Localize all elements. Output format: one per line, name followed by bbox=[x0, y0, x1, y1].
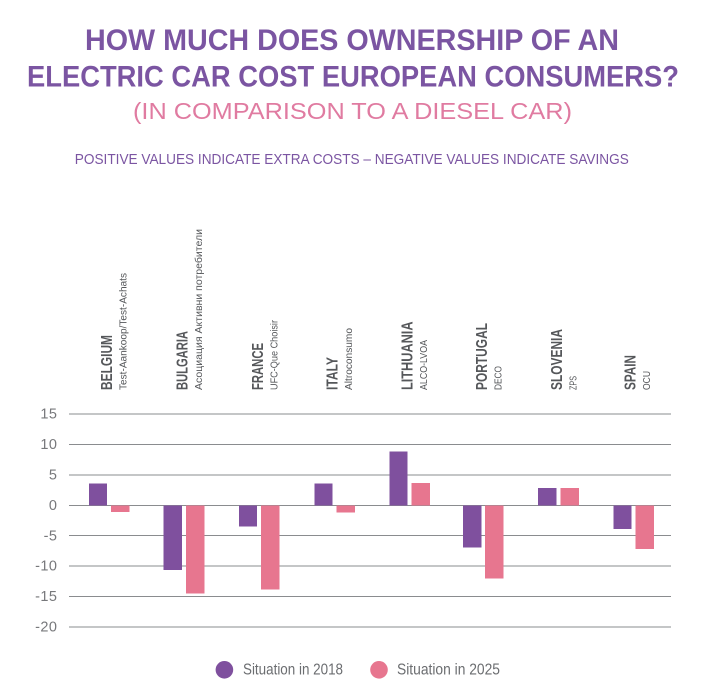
svg-text:-20: -20 bbox=[35, 620, 57, 636]
svg-text:-15: -15 bbox=[35, 589, 57, 605]
svg-text:BELGIUM: BELGIUM bbox=[99, 335, 116, 390]
svg-text:DECO: DECO bbox=[493, 366, 504, 390]
svg-text:Situation in 2018: Situation in 2018 bbox=[243, 662, 343, 679]
svg-text:ALCO-LVOA: ALCO-LVOA bbox=[419, 340, 430, 390]
svg-text:Test-Aankoop/Test-Achats: Test-Aankoop/Test-Achats bbox=[119, 273, 130, 390]
svg-text:0: 0 bbox=[49, 498, 57, 514]
svg-text:SPAIN: SPAIN bbox=[622, 355, 639, 390]
svg-text:SLOVENIA: SLOVENIA bbox=[549, 329, 566, 390]
svg-text:BULGARIA: BULGARIA bbox=[175, 331, 192, 390]
svg-text:ITALY: ITALY bbox=[324, 357, 341, 390]
svg-text:PORTUGAL: PORTUGAL bbox=[474, 323, 491, 390]
svg-text:5: 5 bbox=[49, 468, 57, 484]
svg-text:ELECTRIC CAR COST EUROPEAN CON: ELECTRIC CAR COST EUROPEAN CONSUMERS? bbox=[27, 61, 679, 94]
svg-text:Асоциация Активни потребители: Асоциация Активни потребители bbox=[193, 229, 205, 390]
svg-text:-10: -10 bbox=[35, 559, 57, 575]
svg-text:Altroconsumo: Altroconsumo bbox=[344, 328, 355, 390]
svg-text:FRANCE: FRANCE bbox=[250, 343, 267, 390]
svg-text:(IN COMPARISON TO A DIESEL CAR: (IN COMPARISON TO A DIESEL CAR) bbox=[133, 98, 572, 124]
svg-text:Situation in 2025: Situation in 2025 bbox=[397, 662, 500, 679]
svg-text:ZPS: ZPS bbox=[568, 376, 579, 390]
svg-text:10: 10 bbox=[40, 437, 57, 453]
svg-text:OCU: OCU bbox=[642, 371, 653, 390]
svg-text:HOW MUCH DOES OWNERSHIP OF AN: HOW MUCH DOES OWNERSHIP OF AN bbox=[85, 24, 619, 57]
svg-text:LITHUANIA: LITHUANIA bbox=[400, 321, 417, 390]
svg-text:UFC-Que Choisir: UFC-Que Choisir bbox=[269, 319, 280, 390]
svg-text:-5: -5 bbox=[44, 528, 58, 544]
svg-text:POSITIVE VALUES INDICATE EXTRA: POSITIVE VALUES INDICATE EXTRA COSTS – N… bbox=[75, 151, 629, 168]
svg-text:15: 15 bbox=[40, 407, 57, 423]
